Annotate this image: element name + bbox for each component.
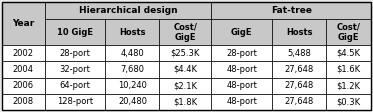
- Bar: [106, 19, 160, 45]
- Bar: [211, 94, 272, 110]
- Text: 7,680: 7,680: [120, 65, 144, 74]
- Text: 27,648: 27,648: [285, 97, 314, 106]
- Text: Fat-tree: Fat-tree: [271, 6, 312, 15]
- Bar: [106, 45, 160, 61]
- Bar: [2, 61, 45, 78]
- Text: $25.3K: $25.3K: [171, 49, 200, 58]
- Bar: [211, 2, 371, 19]
- Text: 2002: 2002: [13, 49, 34, 58]
- Text: $4.4K: $4.4K: [173, 65, 197, 74]
- Text: Year: Year: [12, 19, 34, 28]
- Bar: [106, 61, 160, 78]
- Text: $1.6K: $1.6K: [336, 65, 361, 74]
- Bar: [45, 2, 211, 19]
- Text: 2008: 2008: [13, 97, 34, 106]
- Text: 27,648: 27,648: [285, 81, 314, 90]
- Bar: [211, 61, 272, 78]
- Bar: [272, 61, 326, 78]
- Text: 2006: 2006: [13, 81, 34, 90]
- Bar: [272, 78, 326, 94]
- Text: 10 GigE: 10 GigE: [57, 28, 93, 37]
- Text: 2004: 2004: [13, 65, 34, 74]
- Bar: [211, 45, 272, 61]
- Text: Hosts: Hosts: [286, 28, 312, 37]
- Bar: [326, 78, 371, 94]
- Text: 48-port: 48-port: [226, 65, 257, 74]
- Text: $1.2K: $1.2K: [336, 81, 361, 90]
- Bar: [106, 94, 160, 110]
- Text: 10,240: 10,240: [118, 81, 147, 90]
- Bar: [160, 78, 211, 94]
- Text: $2.1K: $2.1K: [173, 81, 197, 90]
- Bar: [45, 78, 106, 94]
- Bar: [160, 94, 211, 110]
- Bar: [160, 19, 211, 45]
- Bar: [2, 45, 45, 61]
- Bar: [326, 45, 371, 61]
- Text: 28-port: 28-port: [226, 49, 257, 58]
- Text: 128-port: 128-port: [57, 97, 93, 106]
- Bar: [45, 94, 106, 110]
- Text: Cost/
GigE: Cost/ GigE: [173, 23, 197, 42]
- Text: $1.8K: $1.8K: [173, 97, 197, 106]
- Bar: [2, 78, 45, 94]
- Text: 64-port: 64-port: [60, 81, 91, 90]
- Text: 4,480: 4,480: [120, 49, 144, 58]
- Bar: [106, 78, 160, 94]
- Bar: [211, 19, 272, 45]
- Text: 28-port: 28-port: [60, 49, 91, 58]
- Bar: [326, 94, 371, 110]
- Bar: [2, 94, 45, 110]
- Text: 48-port: 48-port: [226, 81, 257, 90]
- Bar: [160, 61, 211, 78]
- Bar: [272, 94, 326, 110]
- Bar: [272, 45, 326, 61]
- Text: 5,488: 5,488: [287, 49, 311, 58]
- Text: $4.5K: $4.5K: [336, 49, 361, 58]
- Text: GigE: GigE: [231, 28, 253, 37]
- Bar: [45, 19, 106, 45]
- Bar: [272, 19, 326, 45]
- Text: 20,480: 20,480: [118, 97, 147, 106]
- Text: 27,648: 27,648: [285, 65, 314, 74]
- Bar: [45, 45, 106, 61]
- Bar: [160, 45, 211, 61]
- Bar: [326, 61, 371, 78]
- Text: $0.3K: $0.3K: [336, 97, 361, 106]
- Bar: [211, 78, 272, 94]
- Bar: [2, 2, 45, 45]
- Text: Cost/
GigE: Cost/ GigE: [337, 23, 361, 42]
- Text: 32-port: 32-port: [60, 65, 91, 74]
- Bar: [326, 19, 371, 45]
- Text: Hosts: Hosts: [119, 28, 146, 37]
- Text: 48-port: 48-port: [226, 97, 257, 106]
- Bar: [45, 61, 106, 78]
- Text: Hierarchical design: Hierarchical design: [79, 6, 177, 15]
